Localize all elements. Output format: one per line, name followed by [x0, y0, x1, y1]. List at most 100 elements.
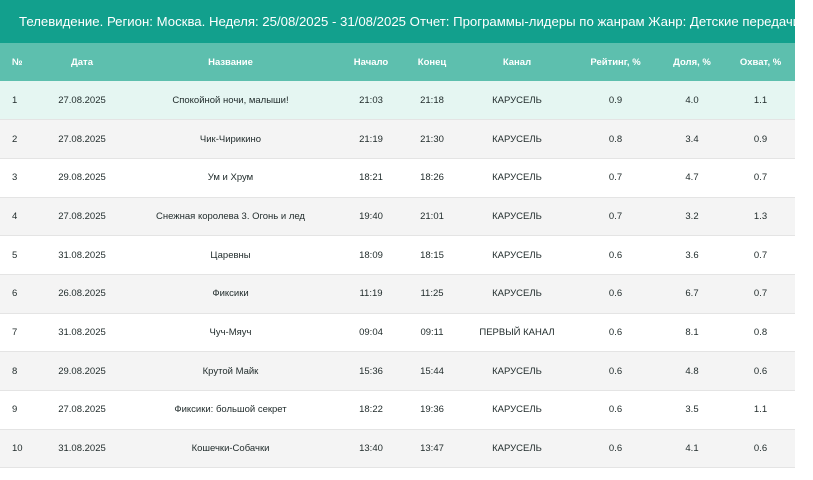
column-header-num[interactable]: №: [12, 56, 23, 68]
cell-num: 7: [12, 326, 18, 338]
table-row[interactable]: 7 31.08.2025 Чуч-Мяуч 09:04 09:11 ПЕРВЫЙ КАНА…: [0, 313, 795, 352]
cell-start-time: 13:40: [359, 443, 383, 455]
cell-share: 3.2: [685, 210, 699, 222]
cell-date: 31.08.2025: [58, 443, 106, 455]
cell-reach: 1.1: [753, 404, 768, 416]
cell-reach: 0.6: [753, 443, 768, 455]
table-row[interactable]: 8 29.08.2025 Крутой Майк 15:36 15:44 КАРУСЕЛЬ…: [0, 351, 795, 391]
cell-channel: ПЕРВЫЙ КАНАЛ: [479, 326, 555, 338]
column-header-rating[interactable]: Рейтинг, %: [590, 56, 641, 68]
cell-end-time: 15:44: [420, 365, 444, 377]
cell-end-time: 21:01: [420, 210, 444, 222]
table-row[interactable]: 3 29.08.2025 Ум и Хрум 18:21 18:26 КАРУСЕЛЬ 0.…: [0, 158, 795, 198]
cell-channel: КАРУСЕЛЬ: [492, 404, 542, 416]
cell-reach: 0.9: [753, 133, 768, 145]
cell-channel: КАРУСЕЛЬ: [492, 443, 542, 455]
cell-program-name: Крутой Майк: [202, 365, 259, 377]
cell-program-name: Ум и Хрум: [207, 172, 254, 184]
cell-reach: 1.3: [753, 210, 768, 222]
cell-num: 1: [12, 94, 18, 106]
cell-reach: 0.7: [753, 172, 768, 184]
column-header-reach[interactable]: Охват, %: [739, 56, 782, 68]
table-body: 1 27.08.2025 Спокойной ночи, малыши! 21:03 2…: [0, 81, 795, 468]
cell-reach: 0.7: [753, 288, 768, 300]
cell-rating: 0.9: [608, 94, 623, 106]
cell-rating: 0.6: [608, 443, 623, 455]
report-title: Телевидение. Регион: Москва. Неделя: 25/…: [0, 0, 795, 43]
cell-program-name: Кошечки-Собачки: [191, 443, 270, 455]
column-header-channel[interactable]: Канал: [502, 56, 532, 68]
cell-rating: 0.7: [608, 210, 623, 222]
table-row[interactable]: 10 31.08.2025 Кошечки-Собачки 13:40 13:47 КАР…: [0, 429, 795, 468]
cell-rating: 0.6: [608, 288, 623, 300]
cell-num: 3: [12, 172, 18, 184]
cell-end-time: 21:18: [420, 94, 444, 106]
cell-program-name: Фиксики: большой секрет: [174, 404, 287, 416]
cell-start-time: 09:04: [359, 326, 383, 338]
cell-program-name: Чуч-Мяуч: [209, 326, 252, 338]
cell-start-time: 11:19: [359, 288, 383, 300]
cell-start-time: 19:40: [359, 210, 383, 222]
cell-share: 8.1: [685, 326, 699, 338]
cell-channel: КАРУСЕЛЬ: [492, 249, 542, 261]
ratings-table: № Дата Название Начало Конец Канал Рейти…: [0, 43, 795, 468]
cell-num: 2: [12, 133, 18, 145]
cell-end-time: 13:47: [420, 443, 444, 455]
cell-channel: КАРУСЕЛЬ: [492, 172, 542, 184]
cell-rating: 0.6: [608, 249, 623, 261]
table-row[interactable]: 5 31.08.2025 Царевны 18:09 18:15 КАРУСЕЛЬ 0.6 3…: [0, 235, 795, 275]
column-header-end[interactable]: Конец: [417, 56, 447, 68]
cell-num: 5: [12, 249, 18, 261]
cell-end-time: 18:15: [420, 249, 444, 261]
cell-program-name: Спокойной ночи, малыши!: [172, 94, 289, 106]
cell-num: 9: [12, 404, 18, 416]
cell-channel: КАРУСЕЛЬ: [492, 365, 542, 377]
cell-date: 31.08.2025: [58, 326, 106, 338]
cell-reach: 0.8: [753, 326, 768, 338]
cell-num: 6: [12, 288, 18, 300]
cell-end-time: 11:25: [420, 288, 444, 300]
cell-channel: КАРУСЕЛЬ: [492, 210, 542, 222]
cell-start-time: 21:19: [359, 133, 383, 145]
cell-reach: 0.7: [753, 249, 768, 261]
cell-start-time: 15:36: [359, 365, 383, 377]
column-header-name[interactable]: Название: [208, 56, 253, 68]
cell-program-name: Чик-Чирикино: [199, 133, 262, 145]
table-row[interactable]: 1 27.08.2025 Спокойной ночи, малыши! 21:03 2…: [0, 81, 795, 120]
cell-share: 4.0: [685, 94, 699, 106]
cell-num: 10: [12, 443, 23, 455]
table-row[interactable]: 4 27.08.2025 Снежная королева 3. Огонь и л…: [0, 197, 795, 236]
column-header-start[interactable]: Начало: [353, 56, 389, 68]
cell-share: 4.1: [685, 443, 699, 455]
report-panel: Телевидение. Регион: Москва. Неделя: 25/…: [0, 0, 795, 468]
cell-end-time: 18:26: [420, 172, 444, 184]
cell-start-time: 18:22: [359, 404, 383, 416]
cell-share: 4.8: [685, 365, 699, 377]
table-row[interactable]: 6 26.08.2025 Фиксики 11:19 11:25 КАРУСЕЛЬ 0.6 6…: [0, 274, 795, 314]
cell-end-time: 19:36: [420, 404, 444, 416]
cell-date: 26.08.2025: [58, 288, 106, 300]
table-row[interactable]: 2 27.08.2025 Чик-Чирикино 21:19 21:30 КАРУСЕЛ…: [0, 119, 795, 159]
cell-program-name: Фиксики: [212, 288, 249, 300]
cell-share: 6.7: [685, 288, 699, 300]
table-row[interactable]: 9 27.08.2025 Фиксики: большой секрет 18:22 1…: [0, 390, 795, 430]
cell-date: 31.08.2025: [58, 249, 106, 261]
cell-share: 3.6: [685, 249, 699, 261]
cell-rating: 0.6: [608, 326, 623, 338]
cell-reach: 1.1: [753, 94, 768, 106]
cell-date: 27.08.2025: [58, 133, 106, 145]
cell-share: 3.5: [685, 404, 699, 416]
cell-program-name: Царевны: [210, 249, 251, 261]
cell-date: 27.08.2025: [58, 404, 106, 416]
column-header-date[interactable]: Дата: [71, 56, 93, 68]
cell-date: 29.08.2025: [58, 172, 106, 184]
cell-date: 27.08.2025: [58, 210, 106, 222]
cell-share: 4.7: [685, 172, 699, 184]
cell-start-time: 18:21: [359, 172, 383, 184]
cell-start-time: 21:03: [359, 94, 383, 106]
column-header-share[interactable]: Доля, %: [673, 56, 711, 68]
cell-channel: КАРУСЕЛЬ: [492, 133, 542, 145]
cell-rating: 0.6: [608, 365, 623, 377]
cell-rating: 0.8: [608, 133, 623, 145]
cell-date: 27.08.2025: [58, 94, 106, 106]
